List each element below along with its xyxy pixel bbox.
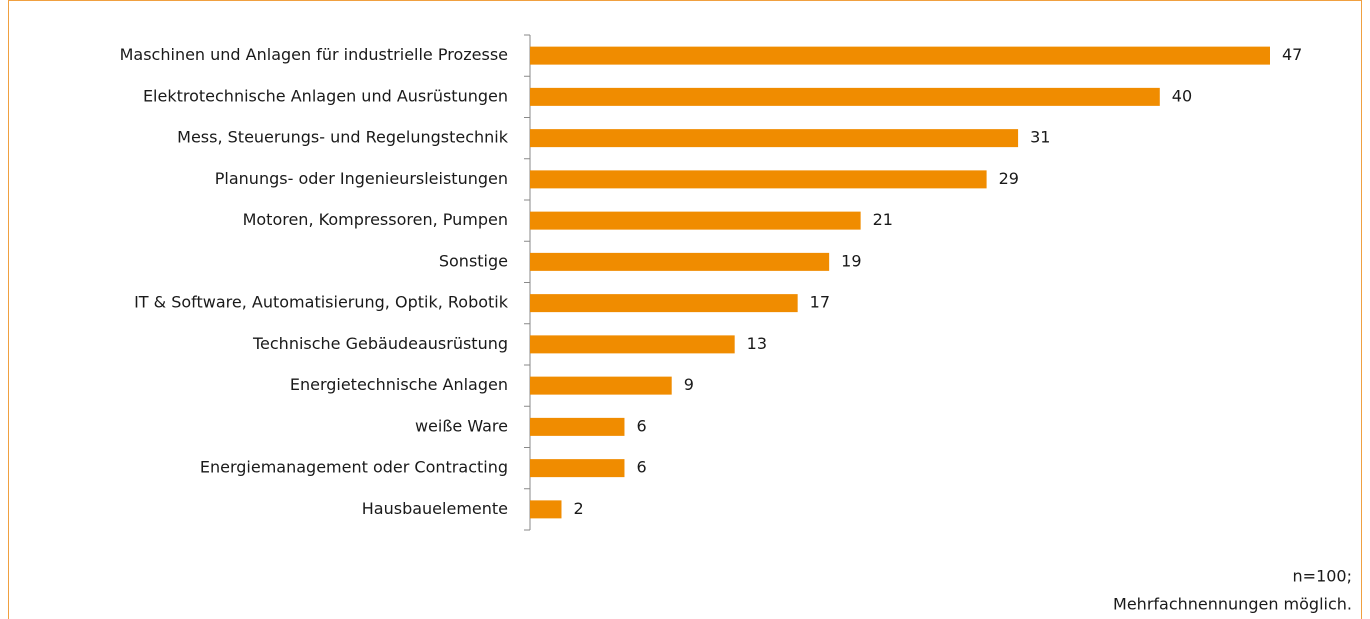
bar [530,252,830,271]
y-tick-label: Hausbauelemente [362,499,508,518]
value-label: 21 [873,210,893,229]
y-tick-label: Planungs- oder Ingenieursleistungen [215,169,508,188]
note: Mehrfachnennungen möglich. [1113,595,1352,614]
value-label: 19 [841,251,861,270]
y-tick-label: IT & Software, Automatisierung, Optik, R… [134,293,509,312]
y-tick-label: Energietechnische Anlagen [290,375,508,394]
bar [530,46,1270,65]
bar [530,376,672,395]
y-tick-label: weiße Ware [415,416,508,435]
value-label: 40 [1172,86,1192,105]
value-label: 17 [810,293,830,312]
y-tick-label: Technische Gebäudeausrüstung [252,334,508,353]
value-label: 6 [636,416,646,435]
value-label: 6 [636,458,646,477]
value-label: 29 [999,169,1019,188]
frame [8,0,1362,619]
value-label: 13 [747,334,767,353]
bar [530,170,987,189]
bar [530,417,625,436]
y-tick-label: Sonstige [439,251,508,270]
y-tick-label: Elektrotechnische Anlagen und Ausrüstung… [143,86,508,105]
bar [530,87,1160,106]
value-label: 31 [1030,128,1050,147]
bar [530,211,861,230]
note: n=100; [1293,567,1352,586]
value-label: 9 [684,375,694,394]
y-tick-label: Mess, Steuerungs- und Regelungstechnik [177,128,509,147]
value-label: 47 [1282,45,1302,64]
bar [530,129,1019,148]
bar [530,335,735,354]
bar [530,500,562,519]
bar [530,294,798,313]
y-tick-label: Motoren, Kompressoren, Pumpen [243,210,508,229]
bar [530,459,625,478]
value-label: 2 [573,499,583,518]
y-tick-label: Energiemanagement oder Contracting [200,458,508,477]
y-tick-label: Maschinen und Anlagen für industrielle P… [120,45,508,64]
